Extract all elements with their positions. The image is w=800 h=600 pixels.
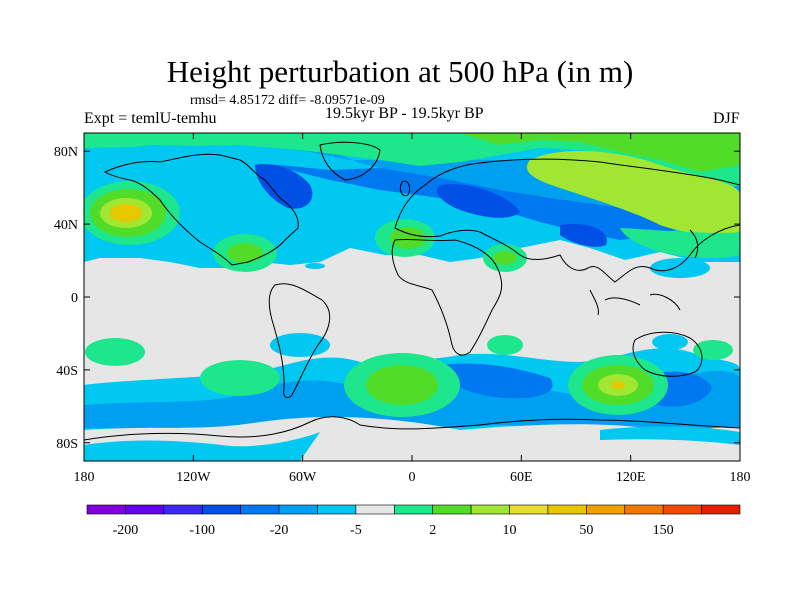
colorbar-swatch [355, 504, 395, 515]
colorbar-label: -5 [350, 523, 362, 538]
contour-eastasia-mint [620, 228, 740, 258]
lat-tick-label: 80S [56, 437, 78, 452]
colorbar-swatch [201, 504, 241, 515]
lat-tick-label: 40S [56, 364, 78, 379]
contour-sh-gold-5 [611, 381, 625, 389]
colorbar-swatch [393, 504, 434, 515]
coastline-southeast-asia [589, 289, 681, 316]
contour-sh-green-3 [366, 365, 438, 405]
contour-sh-mint-4 [487, 335, 523, 355]
colorbar-swatch [278, 504, 318, 515]
contour-arabia-green [493, 251, 517, 265]
lat-tick-label: 0 [71, 291, 78, 306]
contour-tropical-cyan [305, 263, 325, 269]
colorbar-swatch [624, 504, 664, 515]
coastline-south-america [268, 283, 331, 399]
coastline-australia [632, 331, 703, 377]
colorbar-swatch [125, 504, 165, 515]
colorbar-swatch [432, 504, 472, 515]
contour-siberia-yellowgreen [526, 150, 740, 236]
colorbar-label: 2 [429, 523, 436, 538]
colorbar-label: -100 [189, 523, 215, 538]
contour-npacific-gold [110, 204, 142, 222]
contour-north-blue [84, 158, 740, 240]
colorbar: -200 -100 -20 -5 2 10 50 150 [86, 504, 741, 538]
contour-sh-mint-6 [693, 340, 733, 360]
plot-title: Height perturbation at 500 hPa (in m) [166, 54, 634, 89]
lon-tick-label: 120E [616, 470, 646, 485]
coastline-uk [399, 180, 411, 197]
colorbar-swatch [470, 504, 510, 515]
colorbar-label: -200 [113, 523, 139, 538]
contour-north-darkblue [255, 163, 313, 209]
colorbar-swatch [317, 504, 357, 515]
lon-tick-label: 180 [74, 470, 95, 485]
contour-north-darkblue-2 [436, 184, 520, 218]
coastlines [84, 141, 740, 441]
colorbar-swatch [240, 504, 280, 515]
season-label: DJF [713, 110, 740, 127]
contour-south-blue [440, 363, 553, 399]
colorbar-label: -20 [270, 523, 289, 538]
lon-tick-label: 180 [730, 470, 751, 485]
colorbar-swatch [509, 504, 549, 515]
colorbar-swatch [662, 504, 702, 515]
contour-sh-cyan-1 [270, 333, 330, 357]
contour-gulf-green [227, 243, 263, 263]
stats-text: rmsd= 4.85172 diff= -8.09571e-09 [190, 93, 385, 108]
lon-tick-label: 60E [510, 470, 533, 485]
contour-sh-cyan-2 [652, 334, 688, 350]
colorbar-label: 150 [653, 523, 674, 538]
lon-tick-label: 0 [409, 470, 416, 485]
contour-sh-mint-1 [85, 338, 145, 366]
coastline-greenland [319, 141, 381, 181]
contour-arctic-green [460, 133, 740, 172]
lat-tick-label: 80N [54, 145, 78, 160]
colorbar-swatch [547, 504, 587, 515]
contour-antarctic-cyan [84, 432, 320, 461]
lon-tick-label: 120W [176, 470, 211, 485]
contour-pacific-cyan-patch [650, 258, 710, 278]
contour-antarctic-cyan-2 [600, 426, 740, 445]
colorbar-label: 50 [579, 523, 593, 538]
coastline-north-america [103, 153, 299, 266]
contour-field [84, 133, 740, 461]
coastline-eurasia [394, 158, 740, 283]
axis-ticks: 180 120W 60W 0 60E 120E 180 80N 40N 0 40S 80S [54, 133, 751, 485]
experiment-label: Expt = temlU-temhu [84, 110, 217, 127]
colorbar-swatch [701, 504, 741, 515]
colorbar-swatch [163, 504, 203, 515]
period-label: 19.5kyr BP - 19.5kyr BP [325, 105, 484, 122]
lat-tick-label: 40N [54, 218, 78, 233]
coastline-japan [689, 229, 699, 259]
coastline-africa [391, 238, 503, 356]
colorbar-swatch [586, 504, 626, 515]
colorbar-swatch [86, 504, 126, 515]
lon-tick-label: 60W [289, 470, 317, 485]
coastline-antarctica [84, 416, 740, 441]
colorbar-label: 10 [503, 523, 517, 538]
contour-north-darkblue-3 [560, 223, 607, 247]
contour-atlantic-green [390, 227, 426, 249]
contour-sh-mint-2 [200, 360, 280, 396]
